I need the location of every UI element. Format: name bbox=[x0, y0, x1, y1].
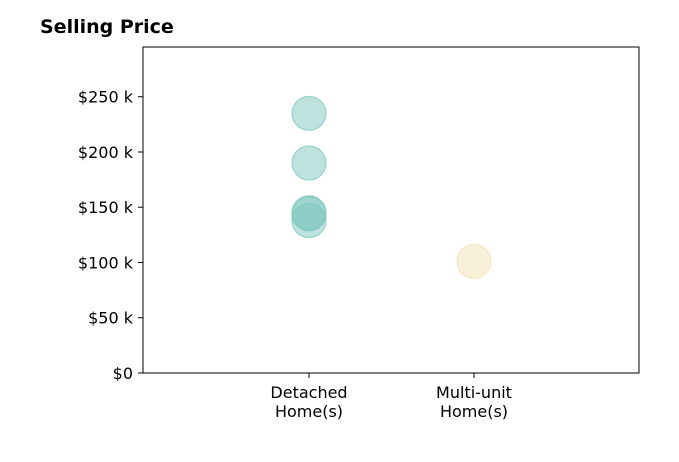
x-tick-label: Multi-unit Home(s) bbox=[436, 383, 512, 421]
y-tick-label: $50 k bbox=[88, 309, 134, 328]
plot-frame bbox=[142, 46, 640, 374]
y-tick-label: $150 k bbox=[78, 198, 134, 217]
chart-title: Selling Price bbox=[40, 16, 174, 38]
y-tick-label: $0 bbox=[113, 364, 133, 383]
y-tick-label: $100 k bbox=[78, 253, 134, 272]
x-tick-label: Detached Home(s) bbox=[270, 383, 347, 421]
data-point bbox=[291, 95, 327, 131]
y-tick-label: $250 k bbox=[78, 88, 134, 107]
data-point bbox=[291, 202, 327, 239]
data-point bbox=[456, 243, 492, 279]
y-tick-label: $200 k bbox=[78, 143, 134, 162]
marks-layer bbox=[291, 95, 492, 279]
x-axis: Detached Home(s) Multi-unit Home(s) bbox=[270, 373, 512, 421]
y-axis: $0 $50 k $100 k $150 k $200 k $250 k bbox=[78, 88, 143, 383]
data-point bbox=[291, 145, 327, 181]
